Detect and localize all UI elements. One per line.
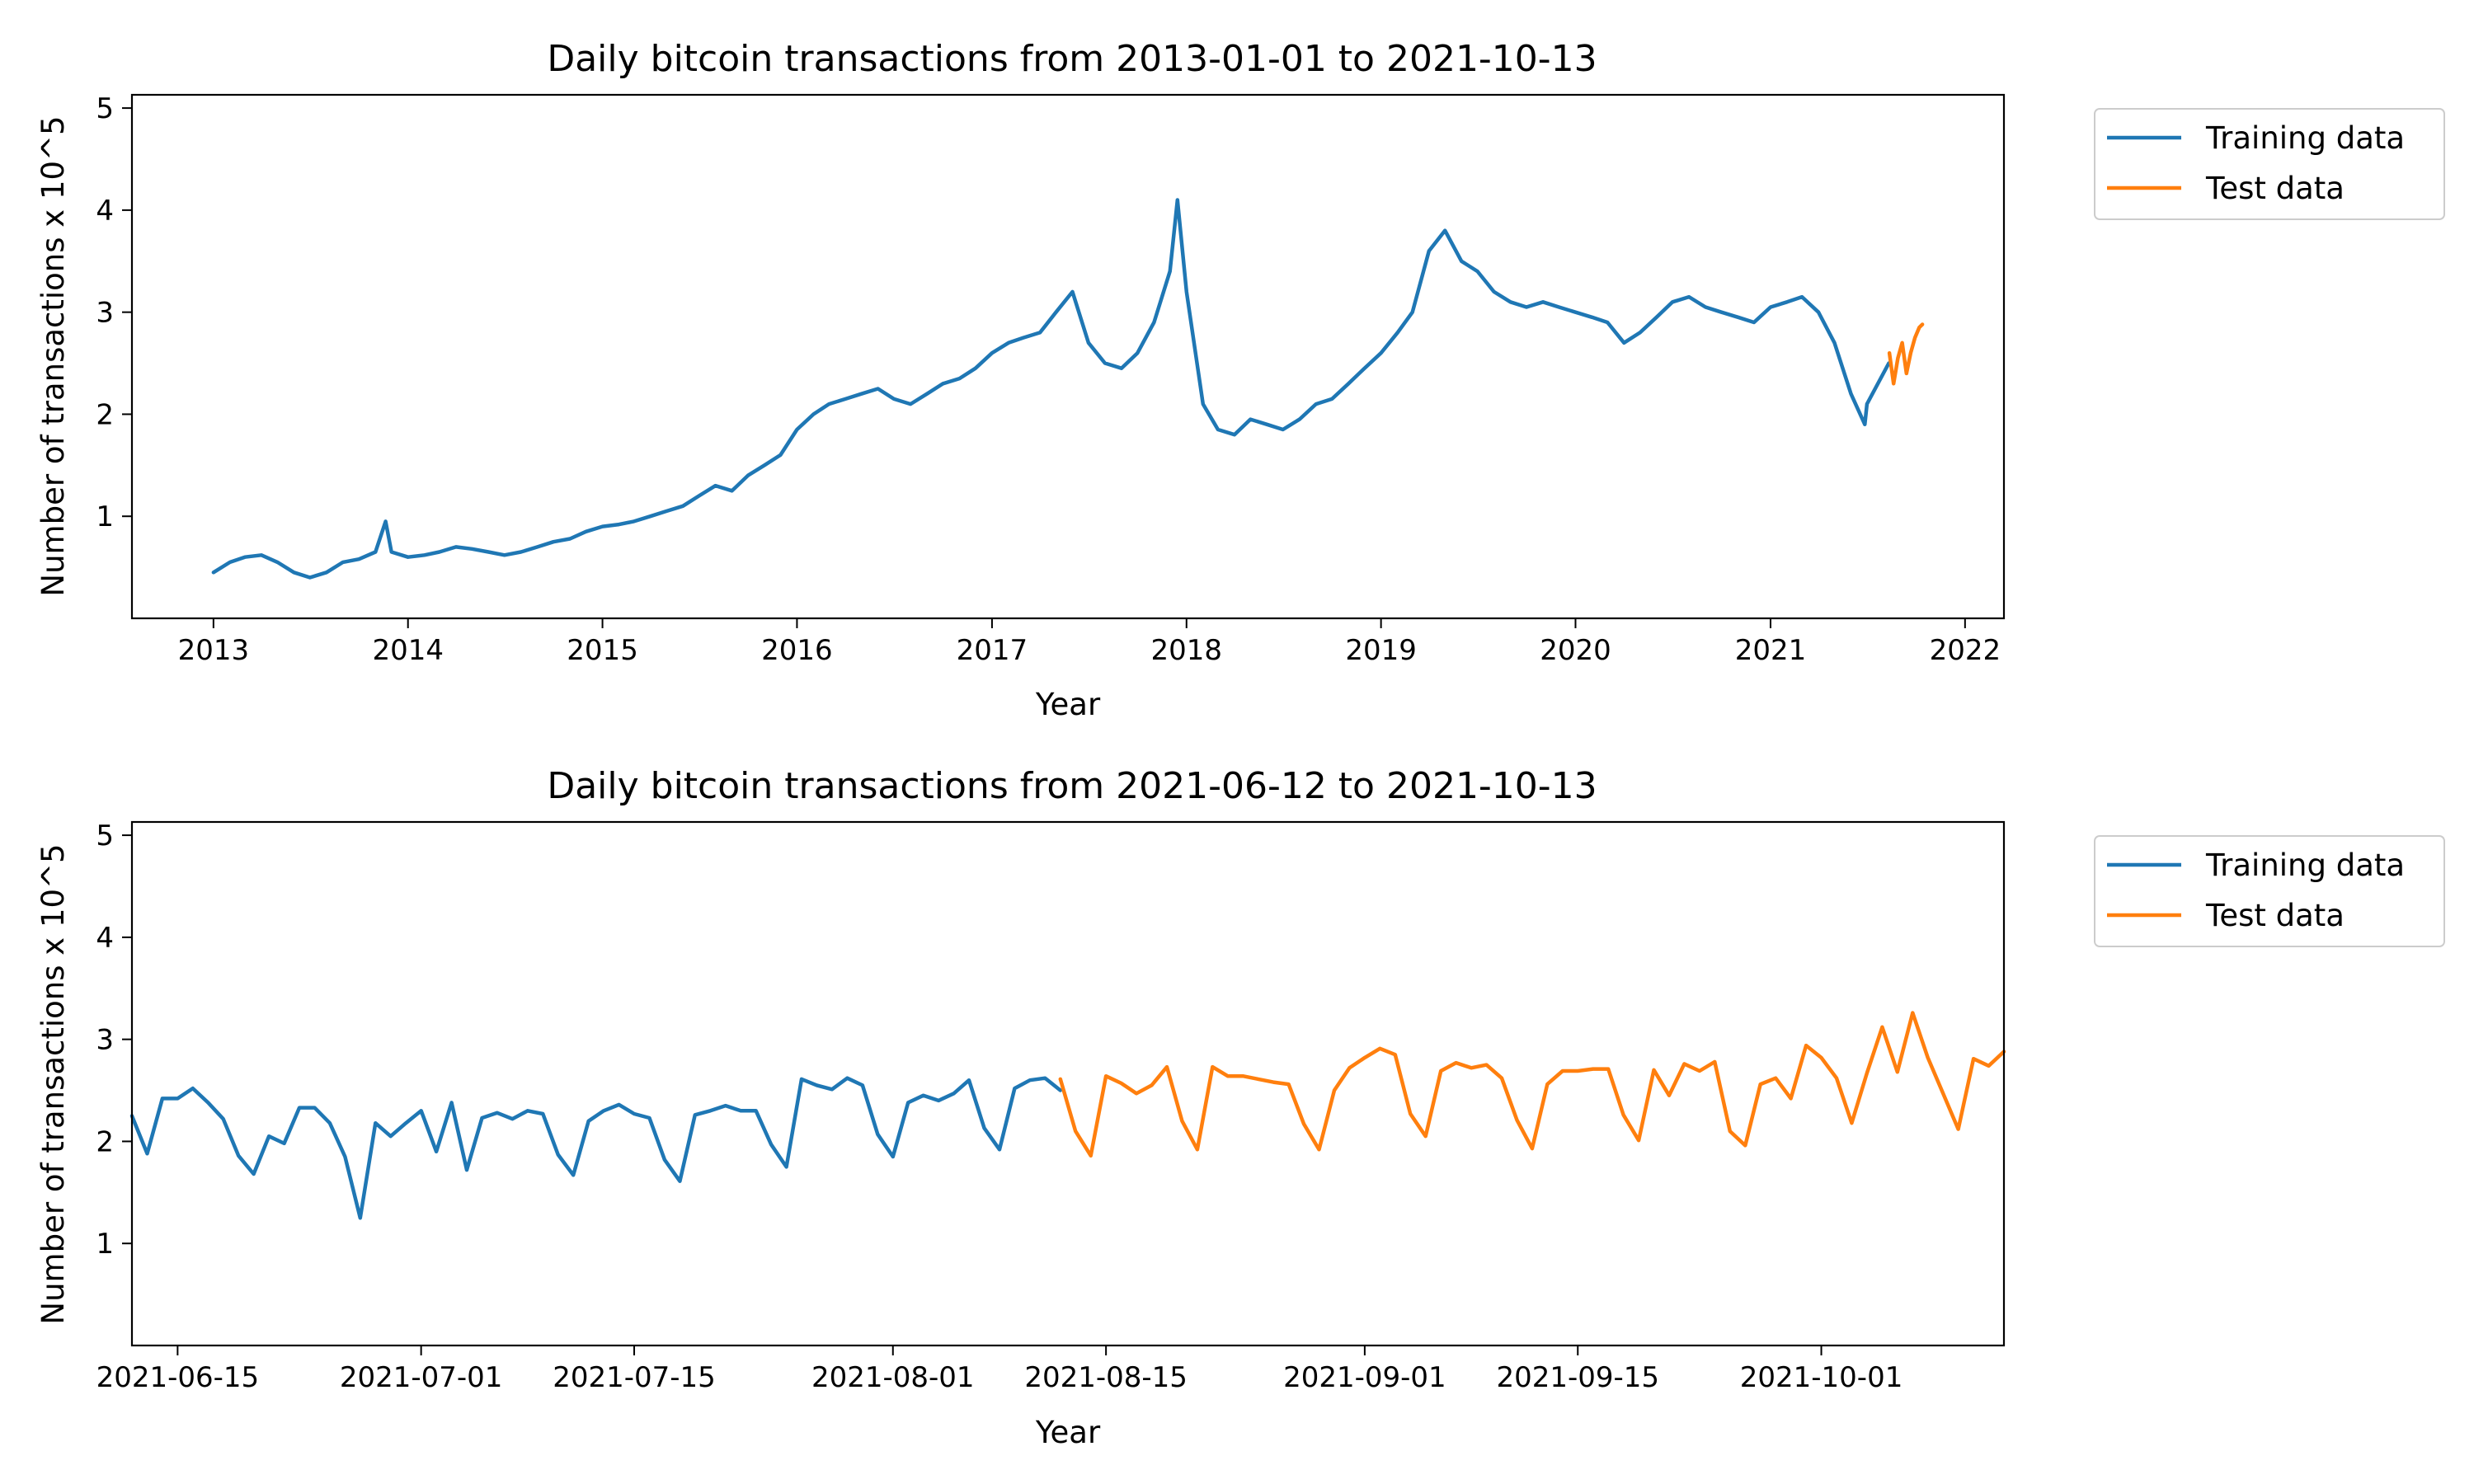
y-tick-label: 3 [96,1024,114,1057]
y-tick-label: 1 [96,1228,114,1261]
x-tick-label: 2019 [1345,634,1417,667]
x-axis-label: Year [1035,687,1101,722]
legend: Training data Test data [2094,108,2445,220]
y-axis-ticks: 1 2 3 4 5 [96,92,132,533]
plot-frame [130,820,2006,1347]
y-tick-label: 2 [96,398,114,431]
y-axis-label: Number of transactions x 10^5 [35,115,71,596]
chart-full-history: Daily bitcoin transactions from 2013-01-… [35,38,2445,722]
x-tick-label: 2021-10-01 [1740,1361,1903,1394]
series-line-test [1887,322,1925,386]
x-axis-ticks: 2021-06-15 2021-07-01 2021-07-15 2021-08-01… [96,1345,1903,1394]
y-tick-label: 5 [96,92,114,125]
y-tick-label: 4 [96,922,114,955]
x-tick-label: 2022 [1930,634,2001,667]
x-tick-label: 2017 [957,634,1028,667]
series-line-test [1058,1011,2006,1158]
x-tick-label: 2016 [761,634,833,667]
series-line-training [211,198,1891,580]
y-tick-label: 2 [96,1125,114,1158]
plot-frame [130,93,2006,620]
x-axis-ticks: 2013 2014 2015 2016 2017 2018 2019 2020 2021 2022 [178,618,2001,667]
legend-label-test: Test data [2205,171,2345,206]
series-line-training [129,1076,1063,1220]
y-tick-label: 5 [96,819,114,852]
x-tick-label: 2013 [178,634,250,667]
x-tick-label: 2014 [372,634,444,667]
chart-title: Daily bitcoin transactions from 2021-06-… [547,765,1597,807]
x-tick-label: 2021 [1735,634,1807,667]
x-tick-label: 2021-07-15 [553,1361,716,1394]
x-tick-label: 2021-09-01 [1283,1361,1446,1394]
x-tick-label: 2021-08-15 [1024,1361,1188,1394]
chart-recent-period: Daily bitcoin transactions from 2021-06-… [35,765,2445,1450]
x-tick-label: 2021-07-01 [340,1361,503,1394]
x-tick-label: 2021-06-15 [96,1361,260,1394]
legend-label-training: Training data [2205,120,2405,156]
x-tick-label: 2021-09-15 [1496,1361,1659,1394]
x-axis-label: Year [1035,1415,1101,1450]
x-tick-label: 2020 [1540,634,1611,667]
x-tick-label: 2015 [567,634,638,667]
x-tick-label: 2018 [1151,634,1223,667]
y-axis-ticks: 1 2 3 4 5 [96,819,132,1261]
legend: Training data Test data [2094,835,2445,947]
chart-title: Daily bitcoin transactions from 2013-01-… [547,38,1597,80]
y-tick-label: 3 [96,297,114,330]
legend-box [2094,108,2445,220]
y-tick-label: 4 [96,195,114,228]
legend-label-test: Test data [2205,898,2345,933]
series-group [211,198,1925,580]
y-tick-label: 1 [96,500,114,533]
series-group [129,1011,2006,1220]
legend-box [2094,835,2445,947]
y-axis-label: Number of transactions x 10^5 [35,843,71,1324]
x-tick-label: 2021-08-01 [811,1361,975,1394]
legend-label-training: Training data [2205,848,2405,883]
